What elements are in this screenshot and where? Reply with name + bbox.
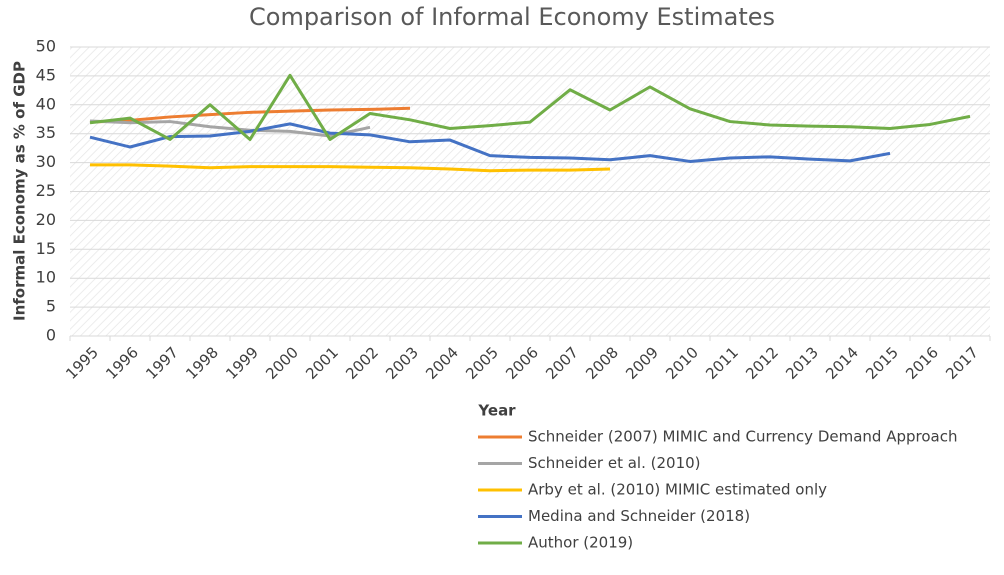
- x-tick-label: 1995: [62, 343, 102, 383]
- x-tick-label: 1999: [222, 343, 262, 383]
- x-tick-label: 2006: [502, 343, 542, 383]
- x-tick-label: 2000: [262, 343, 302, 383]
- x-tick-label: 2003: [382, 343, 422, 383]
- x-tick-label: 2001: [302, 343, 342, 383]
- series-line: [89, 106, 411, 124]
- y-tick-label: 0: [46, 326, 56, 345]
- y-tick-label: 15: [36, 239, 56, 258]
- legend-label: Schneider (2007) MIMIC and Currency Dema…: [528, 428, 957, 446]
- x-tick-label: 2009: [622, 343, 662, 383]
- x-tick-label: 1997: [142, 343, 182, 383]
- y-tick-label: 10: [36, 268, 56, 287]
- series-line: [90, 163, 611, 173]
- x-tick-label: 2011: [702, 343, 742, 383]
- legend-label: Medina and Schneider (2018): [528, 507, 750, 525]
- y-tick-label: 30: [36, 152, 56, 171]
- x-tick-label: 2007: [542, 343, 582, 383]
- chart-title: Comparison of Informal Economy Estimates: [249, 3, 775, 31]
- series-line: [89, 73, 971, 141]
- y-tick-label: 40: [36, 94, 56, 113]
- x-tick-label: 2005: [462, 343, 502, 383]
- legend-label: Author (2019): [528, 534, 633, 552]
- x-tick-label: 2015: [862, 343, 902, 383]
- y-tick-label: 35: [36, 123, 56, 142]
- series-line: [89, 122, 891, 163]
- x-tick-label: 2010: [662, 343, 702, 383]
- x-tick-label: 2017: [942, 343, 982, 383]
- y-axis-title: Informal Economy as % of GDP: [11, 61, 29, 321]
- x-tick-label: 2004: [422, 343, 462, 383]
- legend-label: Schneider et al. (2010): [528, 454, 701, 472]
- x-axis-title: Year: [477, 402, 516, 420]
- y-tick-label: 50: [36, 37, 56, 56]
- legend-label: Arby et al. (2010) MIMIC estimated only: [528, 481, 827, 499]
- y-tick-label: 25: [36, 181, 56, 200]
- x-tick-label: 1996: [102, 343, 142, 383]
- x-tick-label: 2014: [822, 343, 862, 383]
- x-tick-label: 2012: [742, 343, 782, 383]
- x-tick-label: 2016: [902, 343, 942, 383]
- x-tick-label: 1998: [182, 343, 222, 383]
- x-tick-label: 2013: [782, 343, 822, 383]
- y-tick-label: 20: [36, 210, 56, 229]
- x-tick-label: 2008: [582, 343, 622, 383]
- y-tick-label: 45: [36, 65, 56, 84]
- x-tick-label: 2002: [342, 343, 382, 383]
- y-tick-label: 5: [46, 297, 56, 316]
